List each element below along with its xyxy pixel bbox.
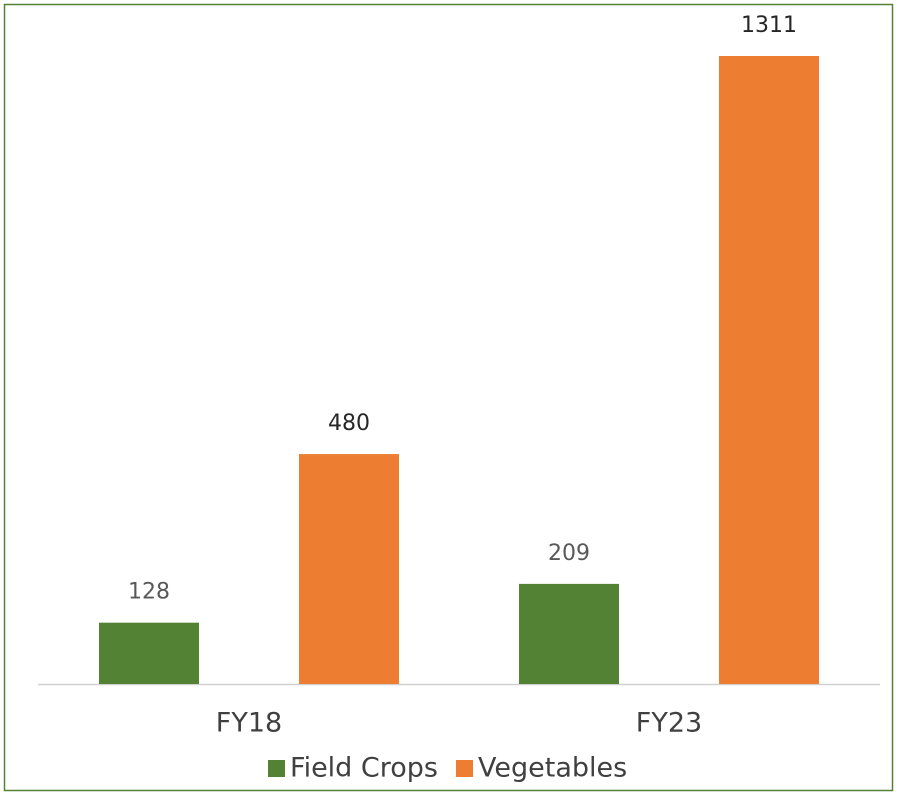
legend-swatch — [268, 760, 285, 777]
value-label: 128 — [128, 580, 170, 605]
bar — [519, 583, 619, 684]
value-label: 480 — [328, 411, 370, 436]
legend-label: Vegetables — [478, 753, 627, 784]
x-tick-label: FY23 — [636, 708, 702, 739]
bar — [719, 56, 819, 684]
legend-label: Field Crops — [290, 753, 438, 784]
bar — [299, 454, 399, 684]
bar — [99, 622, 199, 684]
legend-swatch — [456, 760, 473, 777]
value-label: 1311 — [741, 13, 797, 38]
value-label: 209 — [548, 541, 590, 566]
x-tick-label: FY18 — [216, 708, 282, 739]
